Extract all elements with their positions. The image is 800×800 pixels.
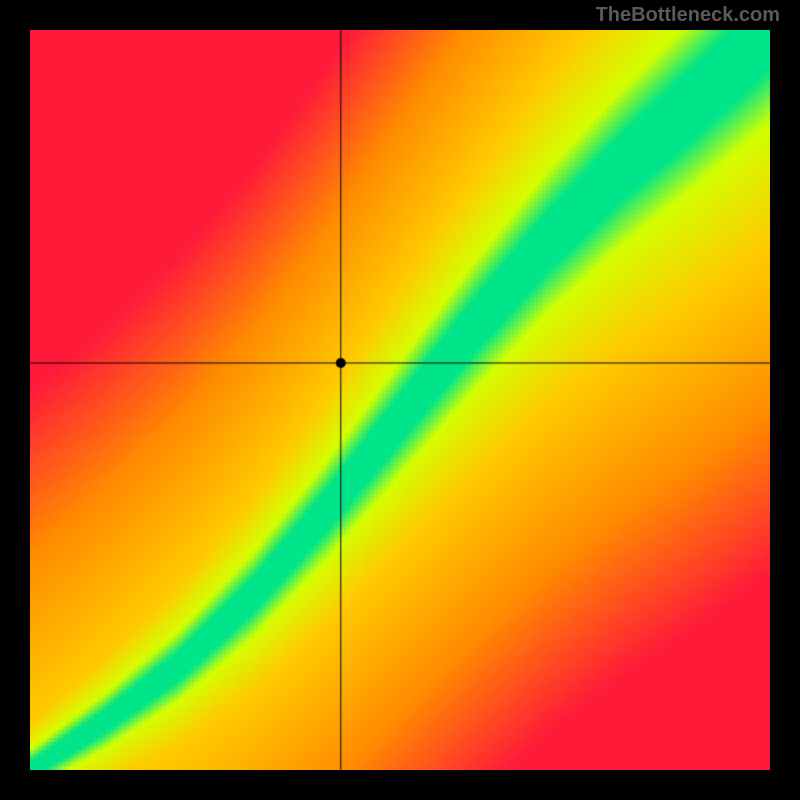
chart-container: TheBottleneck.com [0, 0, 800, 800]
watermark-text: TheBottleneck.com [596, 4, 780, 27]
bottleneck-heatmap [30, 30, 770, 770]
